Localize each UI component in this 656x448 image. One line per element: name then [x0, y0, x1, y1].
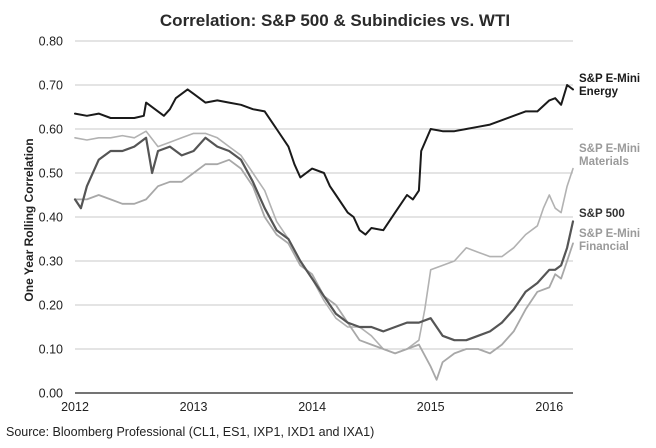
y-axis-label: One Year Rolling Correlation: [22, 138, 36, 301]
x-tick-label: 2012: [61, 400, 89, 414]
x-tick-label: 2014: [298, 400, 326, 414]
series-label-s-p-500: S&P 500: [579, 208, 625, 220]
series-labels: S&P E-Mini Energy S&P E-Mini Materials S&P 5…: [579, 73, 640, 253]
source-note: Source: Bloomberg Professional (CL1, ES1…: [6, 425, 374, 439]
series-lines: [73, 84, 575, 381]
x-tick-label: 2016: [535, 400, 563, 414]
y-tick-label: 0.10: [39, 343, 63, 357]
series-label-s-p-e-mini-materials: S&P E-Mini Materials: [579, 143, 640, 168]
series-label-s-p-e-mini-financial: S&P E-Mini Financial: [579, 228, 640, 253]
y-tick-label: 0.80: [39, 35, 63, 49]
y-tick-label: 0.00: [39, 387, 63, 401]
y-tick-label: 0.40: [39, 211, 63, 225]
y-tick-labels: 0.00 0.10 0.20 0.30 0.40 0.50 0.60 0.70 0.80: [39, 35, 63, 401]
y-tick-label: 0.60: [39, 123, 63, 137]
x-tick-label: 2015: [417, 400, 445, 414]
series-line-s-p-500: [73, 136, 575, 342]
chart-title: Correlation: S&P 500 & Subindicies vs. W…: [160, 11, 510, 30]
x-tick-label: 2013: [180, 400, 208, 414]
series-line-s-p-e-mini-materials: [74, 130, 574, 355]
series-label-s-p-e-mini-energy: S&P E-Mini Energy: [579, 73, 640, 98]
y-tick-label: 0.30: [39, 255, 63, 269]
x-tick-labels: 2012 2013 2014 2015 2016: [61, 400, 563, 414]
series-line-s-p-e-mini-energy: [74, 84, 574, 236]
y-tick-label: 0.50: [39, 167, 63, 181]
y-tick-label: 0.20: [39, 299, 63, 313]
y-tick-label: 0.70: [39, 79, 63, 93]
series-line-s-p-e-mini-financial: [74, 158, 574, 381]
